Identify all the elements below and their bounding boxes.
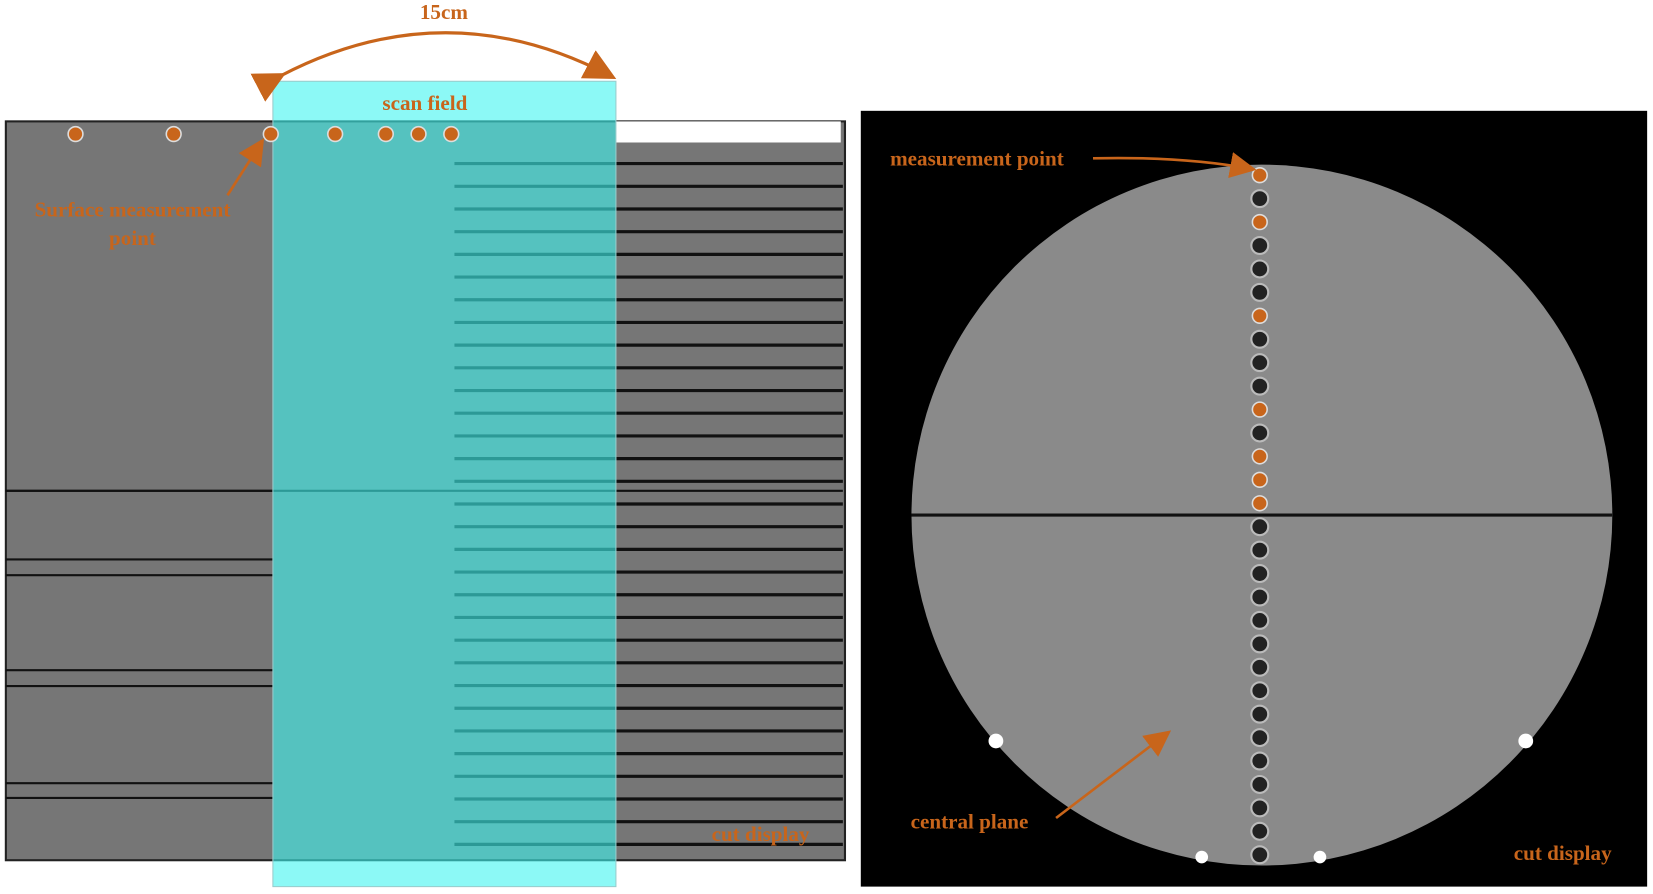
scan-field xyxy=(272,80,617,888)
blank-strip xyxy=(615,121,841,143)
measurement-points xyxy=(1250,167,1270,865)
surface-point xyxy=(165,125,182,143)
surface-point-label: point xyxy=(109,226,156,250)
measurement-point xyxy=(1250,774,1270,794)
measurement-point xyxy=(1250,376,1270,396)
measurement-point xyxy=(1251,401,1268,418)
measurement-point xyxy=(1250,423,1270,443)
measurement-point xyxy=(1250,189,1270,209)
surface-point xyxy=(377,125,395,143)
surface-arrow xyxy=(226,138,265,196)
surface-point xyxy=(443,125,460,143)
measurement-point xyxy=(1250,517,1270,537)
measurement-point xyxy=(1251,448,1268,465)
measurement-point xyxy=(1250,821,1270,841)
measurement-point xyxy=(1251,307,1268,324)
surface-point xyxy=(67,125,84,143)
surface-points xyxy=(67,125,460,143)
measurement-point xyxy=(1251,213,1268,231)
surface-point xyxy=(262,125,279,143)
surface-point-label: Surface measurement xyxy=(35,197,231,221)
cut-display-label: cut display xyxy=(712,822,810,846)
dimension-label: 15cm xyxy=(420,0,468,24)
measurement-point xyxy=(1250,540,1270,560)
measurement-point xyxy=(1251,167,1268,184)
measurement-point xyxy=(1250,681,1270,701)
measurement-point xyxy=(1250,353,1270,373)
bright-markers xyxy=(988,733,1534,864)
measurement-point xyxy=(1250,236,1270,256)
measurement-point xyxy=(1250,587,1270,607)
cut-display-label: cut display xyxy=(1514,841,1612,865)
scan-field-label: scan field xyxy=(382,91,467,115)
dimension-arrow xyxy=(250,31,617,102)
measurement-point xyxy=(1250,657,1270,677)
measurement-arrow xyxy=(1092,152,1257,179)
measurement-point xyxy=(1250,259,1270,279)
central-plane-label: central plane xyxy=(911,810,1029,834)
measurement-point xyxy=(1250,845,1270,865)
measurement-point xyxy=(1250,564,1270,584)
surface-point xyxy=(410,125,427,143)
measurement-point xyxy=(1250,704,1270,724)
measurement-point xyxy=(1251,471,1268,489)
measurement-point xyxy=(1250,634,1270,654)
measurement-point xyxy=(1250,798,1270,818)
measurement-point-label: measurement point xyxy=(890,147,1064,171)
central-plane-arrow xyxy=(1055,730,1172,820)
measurement-point xyxy=(1250,282,1270,302)
measurement-point xyxy=(1250,728,1270,748)
measurement-point xyxy=(1251,495,1268,512)
measurement-point xyxy=(1250,610,1270,630)
surface-point xyxy=(326,125,344,143)
measurement-point xyxy=(1250,329,1270,349)
measurement-point xyxy=(1250,751,1270,771)
